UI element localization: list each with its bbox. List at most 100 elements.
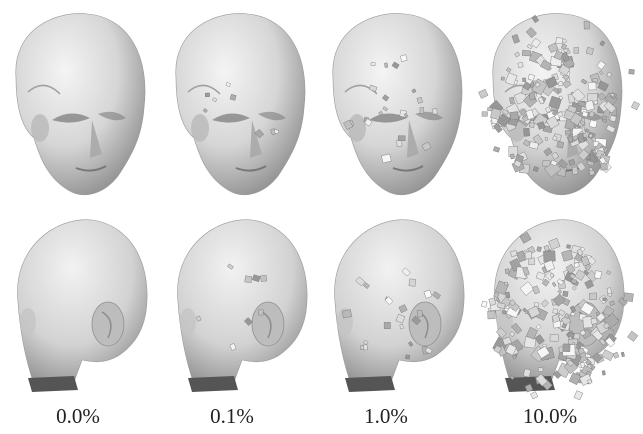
noise-fragment <box>502 336 512 346</box>
noise-fragment <box>258 309 264 316</box>
noise-fragment <box>599 338 607 346</box>
noise-fragment <box>568 372 582 386</box>
noise-fragment <box>244 275 253 283</box>
noise-fragment <box>593 99 599 105</box>
noise-fragment <box>527 305 541 319</box>
noise-fragment <box>528 92 536 101</box>
noise-fragment <box>355 276 366 287</box>
noise-fragment <box>553 50 564 61</box>
noise-fragment <box>573 390 584 401</box>
noise-fragment <box>519 231 532 244</box>
noise-fragment <box>570 311 576 317</box>
noise-fragment <box>594 270 603 280</box>
noise-fragment <box>505 67 512 73</box>
noise-fragment <box>519 108 529 118</box>
noise-fragment <box>535 373 548 387</box>
noise-fragment <box>532 285 540 295</box>
noise-fragment <box>522 368 532 378</box>
noise-fragment <box>382 106 389 112</box>
noise-fragment <box>602 297 607 302</box>
noise-fragment <box>588 119 598 129</box>
noise-fragment <box>510 250 518 257</box>
noise-fragment <box>547 42 559 53</box>
noise-fragment <box>577 132 585 144</box>
noise-fragment <box>603 100 617 114</box>
noise-fragment <box>524 251 533 260</box>
noise-fragment <box>362 282 370 289</box>
noise-fragment <box>580 301 595 316</box>
noise-fragment <box>522 81 532 91</box>
noise-fragment <box>574 269 586 281</box>
noise-fragment <box>537 96 545 105</box>
noise-fragment <box>537 121 546 130</box>
noise-fragment <box>551 109 559 116</box>
noise-fragment <box>584 128 590 133</box>
noise-fragment <box>567 105 578 114</box>
noise-fragment <box>584 100 595 112</box>
noise-fragment <box>556 278 565 286</box>
noise-fragment <box>551 314 561 323</box>
noise-fragment <box>568 159 576 166</box>
noise-fragment <box>416 309 423 318</box>
noise-fragment <box>534 81 541 88</box>
noise-fragment <box>609 115 617 122</box>
noise-fragment <box>580 78 588 85</box>
noise-fragment <box>381 153 392 164</box>
noise-fragment <box>560 43 567 50</box>
noise-fragment <box>531 78 548 96</box>
noise-fragment <box>571 166 579 175</box>
noise-fragment <box>403 112 409 119</box>
noise-fragment <box>395 313 406 324</box>
noise-fragment <box>598 70 604 76</box>
noise-fragment <box>573 47 580 54</box>
noise-fragment <box>384 62 389 68</box>
noise-fragment <box>579 120 586 126</box>
noise-fragment <box>513 159 522 168</box>
noise-fragment <box>511 34 520 44</box>
noise-fragment <box>623 292 634 302</box>
noise-fragment <box>543 259 556 272</box>
noise-fragment <box>511 322 523 335</box>
noise-fragment <box>552 308 559 314</box>
noise-fragment <box>537 367 544 372</box>
noise-fragment <box>490 107 502 120</box>
noise-fragment <box>577 149 590 161</box>
noise-fragment <box>585 269 599 283</box>
noise-fragment <box>628 68 635 75</box>
noise-fragment <box>364 118 373 127</box>
noise-fragment <box>509 111 519 121</box>
noise-fragment <box>496 298 500 302</box>
noise-fragment <box>382 94 390 102</box>
noise-fragment <box>561 249 574 262</box>
head-renderings <box>15 13 640 401</box>
noise-fragment <box>496 302 506 309</box>
noise-fragment <box>505 72 518 86</box>
noise-fragment <box>260 274 267 282</box>
front-head-2 <box>332 13 463 196</box>
noise-fragment <box>612 351 620 359</box>
noise-fragment <box>606 287 612 294</box>
noise-fragment <box>536 246 542 252</box>
noise-fragment <box>601 349 615 362</box>
noise-fragment <box>341 309 352 319</box>
noise-fragment <box>579 329 587 336</box>
noise-fragment <box>620 351 625 358</box>
column-label-3: 10.0% <box>522 404 578 428</box>
noise-fragment <box>558 95 563 100</box>
noise-fragment <box>543 244 550 252</box>
noise-fragment <box>551 151 560 160</box>
noise-fragment <box>569 273 576 280</box>
noise-fragment <box>478 88 489 99</box>
noise-fragment <box>557 158 568 170</box>
noise-fragment <box>571 279 577 284</box>
noise-fragment <box>225 82 231 87</box>
noise-fragment <box>600 163 608 171</box>
back-head-1 <box>177 219 308 392</box>
noise-fragment <box>576 248 584 257</box>
noise-fragment <box>411 315 422 326</box>
noise-fragment <box>363 339 369 346</box>
noise-fragment <box>561 323 568 329</box>
noise-fragment <box>398 304 408 314</box>
noise-fragment <box>493 344 503 354</box>
